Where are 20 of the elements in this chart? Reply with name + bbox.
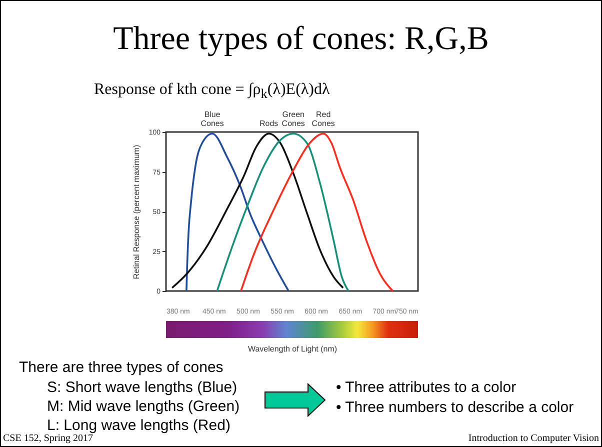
series-label: Green Cones (282, 110, 305, 128)
x-axis-title: Wavelength of Light (nm) (248, 344, 338, 354)
text: CSE 152, Spring 2017 (3, 433, 94, 444)
series-label: Blue Cones (200, 110, 224, 128)
line-series (186, 132, 290, 292)
line-series (171, 132, 344, 289)
series-label: Red Cones (312, 110, 335, 128)
line-series (216, 132, 350, 292)
line-series (240, 132, 394, 292)
text: There are three types of cones (19, 359, 224, 376)
text: S: Short wave lengths (Blue) (47, 379, 238, 396)
text: • Three numbers to describe a color (336, 399, 574, 416)
text: • Three attributes to a color (336, 379, 516, 396)
text: M: Mid wave lengths (Green) (47, 398, 240, 415)
series-label: Rods (260, 119, 278, 128)
chart-title: Three types of cones: R,G,B (112, 21, 490, 58)
chart-subtitle: Response of kth cone = ∫ρ$_{k}$(λ)E(λ)dλ (94, 81, 330, 102)
text: L: Long wave lengths (Red) (47, 417, 230, 434)
text: Introduction to Computer Vision (468, 433, 599, 444)
y-axis-title: Retinal Response (percent maximum) (132, 144, 141, 280)
